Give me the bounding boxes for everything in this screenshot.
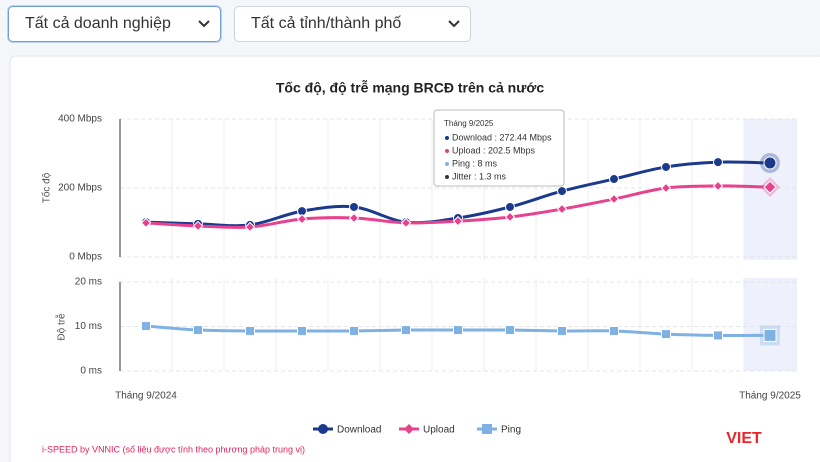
marker-halo — [760, 325, 780, 346]
legend-label: Download — [337, 425, 381, 436]
tooltip-row: Jitter : 1.3 ms — [452, 171, 507, 181]
point — [452, 215, 464, 227]
marker-halo — [760, 177, 780, 198]
point — [661, 329, 671, 340]
point — [401, 325, 411, 336]
point — [505, 201, 515, 212]
point — [504, 211, 516, 223]
point — [141, 321, 151, 332]
logo-box — [722, 426, 766, 451]
point — [349, 201, 359, 212]
point — [660, 182, 672, 194]
point — [193, 325, 203, 336]
series-line — [145, 324, 771, 337]
y-axis-title: Tốc độ — [41, 172, 53, 203]
point — [297, 325, 307, 336]
business-filter[interactable]: Tất cả doanh nghiệp — [8, 6, 221, 42]
point — [401, 217, 411, 228]
point — [296, 213, 308, 225]
highlight-band — [744, 119, 797, 371]
y-tick-label: 0 Mbps — [69, 252, 102, 263]
x-tick-label: Tháng 9/2025 — [739, 391, 801, 402]
x-tick-label: Tháng 9/2024 — [115, 391, 177, 402]
y-tick-label: 10 ms — [75, 321, 102, 332]
tooltip: Tháng 9/2025 Download : 272.44 Mbps Upload… — [433, 109, 565, 187]
tooltip-bullet — [445, 149, 449, 153]
point — [141, 217, 151, 228]
legend-label: Ping — [501, 425, 521, 436]
point — [349, 325, 359, 336]
tooltip-bullet — [445, 162, 449, 166]
chevron — [198, 20, 210, 28]
point — [193, 218, 203, 229]
point — [713, 157, 723, 168]
y-axis-title: Độ trễ — [55, 313, 68, 341]
tooltip-row: Download : 272.44 Mbps — [452, 132, 552, 142]
point — [763, 156, 777, 170]
tooltip-row: Ping : 8 ms — [452, 158, 498, 168]
marker-halo — [760, 153, 780, 174]
legend-marker — [318, 424, 328, 434]
legend-label: Upload — [423, 425, 455, 436]
province-filter[interactable]: Tất cả tỉnh/thành phố — [234, 6, 471, 42]
point — [297, 206, 307, 217]
footer: i-SPEED by VNNIC (số liệu được tính theo… — [42, 444, 305, 454]
point — [661, 161, 671, 172]
point — [245, 219, 255, 230]
tooltip-bullet — [445, 136, 449, 140]
point — [763, 328, 777, 342]
filter-text: Tất cả tỉnh/thành phố — [251, 15, 402, 32]
panel-gap — [118, 260, 798, 278]
point — [505, 325, 515, 336]
card — [9, 55, 820, 462]
tooltip-box — [433, 109, 565, 187]
y-tick-label: 0 ms — [80, 366, 102, 377]
point — [609, 325, 619, 336]
logo: VIET — [726, 430, 762, 447]
point — [713, 330, 723, 341]
filter-text: Tất cả doanh nghiệp — [25, 15, 171, 32]
y-tick-label: 400 Mbps — [58, 114, 102, 125]
point — [192, 220, 204, 232]
point — [244, 221, 256, 233]
point — [557, 325, 567, 336]
tooltip-row: Upload : 202.5 Mbps — [452, 145, 536, 155]
y-tick-label: 20 ms — [75, 277, 102, 288]
series-line — [145, 184, 771, 229]
point — [556, 203, 568, 215]
chevron — [448, 20, 460, 28]
point — [140, 217, 152, 229]
legend-marker — [482, 424, 492, 434]
legend-marker — [404, 424, 414, 434]
point — [763, 180, 777, 194]
y-tick-label: 200 Mbps — [58, 183, 102, 194]
tooltip-title: Tháng 9/2025 — [444, 119, 494, 128]
point — [557, 186, 567, 197]
point — [608, 193, 620, 205]
chart-title: Tốc độ, độ trễ mạng BRCĐ trên cả nước — [276, 80, 544, 96]
point — [453, 213, 463, 224]
series-line — [145, 160, 771, 228]
point — [712, 180, 724, 192]
tooltip-bullet — [445, 175, 449, 179]
point — [245, 325, 255, 336]
point — [348, 212, 360, 224]
point — [609, 174, 619, 185]
point — [453, 325, 463, 336]
point — [400, 217, 412, 229]
